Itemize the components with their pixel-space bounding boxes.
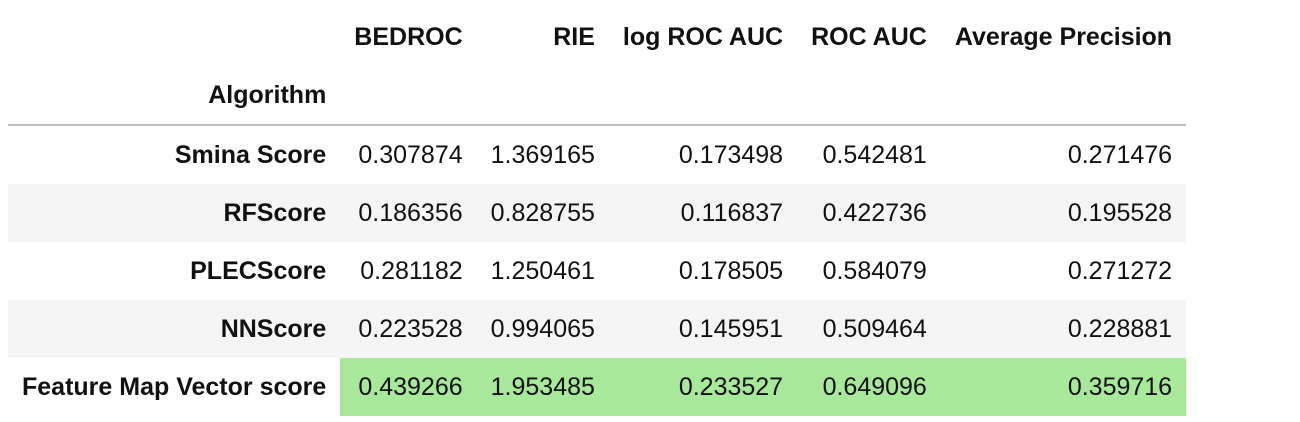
cell-average-precision: 0.271476 [1067,140,1173,169]
cell-average-precision: 0.228881 [940,300,1187,358]
row-label: Smina Score [174,140,327,169]
cell-average-precision: 0.359716 [940,358,1187,416]
table-row: Smina Score 0.307874 1.369165 0.173498 0… [8,125,1186,184]
col-header-roc-auc: ROC AUC [811,22,927,51]
table-row: PLECScore 0.281182 1.250461 0.178505 0.5… [8,242,1186,300]
cell-log-roc-auc: 0.173498 [678,140,784,169]
cell-bedroc: 0.307874 [358,140,463,169]
cell-rie: 1.250461 [490,256,595,285]
cell-rie: 0.994065 [476,300,609,358]
cell-roc-auc: 0.584079 [822,256,927,285]
cell-log-roc-auc: 0.178505 [678,256,784,285]
cell-roc-auc: 0.509464 [797,300,941,358]
corner-cell [8,8,340,66]
cell-bedroc: 0.186356 [340,184,477,242]
empty-header-cell [797,66,941,125]
cell-bedroc: 0.281182 [360,256,463,285]
cell-rie: 1.369165 [490,140,595,169]
cell-log-roc-auc: 0.145951 [608,300,798,358]
col-header-log-roc-auc: log ROC AUC [622,22,784,51]
col-header-bedroc: BEDROC [354,22,463,51]
cell-average-precision: 0.195528 [940,184,1187,242]
dataframe-table: BEDROC RIE log ROC AUC ROC AUC Average P… [8,8,1187,416]
index-name: Algorithm [208,80,327,109]
cell-bedroc: 0.439266 [340,358,477,416]
table-row: NNScore 0.223528 0.994065 0.145951 0.509… [8,300,1187,358]
row-label: NNScore [8,300,341,358]
col-header-average-precision: Average Precision [954,22,1173,51]
row-label: RFScore [8,184,341,242]
table-row: RFScore 0.186356 0.828755 0.116837 0.422… [8,184,1187,242]
empty-header-cell [477,66,609,125]
row-label: Feature Map Vector score [8,358,341,416]
table-body: Smina Score 0.307874 1.369165 0.173498 0… [8,125,1187,416]
cell-rie: 1.953485 [476,358,609,416]
cell-bedroc: 0.223528 [340,300,477,358]
cell-log-roc-auc: 0.116837 [608,184,798,242]
cell-rie: 0.828755 [476,184,609,242]
cell-log-roc-auc: 0.233527 [608,358,798,416]
cell-roc-auc: 0.542481 [822,140,927,169]
row-label: PLECScore [190,256,327,285]
col-header-rie: RIE [553,22,595,51]
empty-header-cell [941,66,1186,125]
column-header-row: BEDROC RIE log ROC AUC ROC AUC Average P… [8,8,1186,66]
cell-average-precision: 0.271272 [1067,256,1173,285]
cell-roc-auc: 0.422736 [797,184,941,242]
index-header-row: Algorithm [8,66,1187,125]
table-row-highlighted: Feature Map Vector score 0.439266 1.9534… [8,358,1187,416]
cell-roc-auc: 0.649096 [797,358,941,416]
empty-header-cell [340,66,476,125]
empty-header-cell [609,66,797,125]
table-header: BEDROC RIE log ROC AUC ROC AUC Average P… [8,8,1187,125]
